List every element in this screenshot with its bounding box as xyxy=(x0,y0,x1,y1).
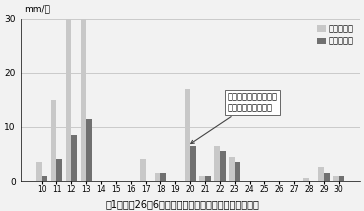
Bar xyxy=(36,162,41,181)
Bar xyxy=(51,100,56,181)
Text: 図1　平成26年6月における降水量（鶴居村アメダス）: 図1 平成26年6月における降水量（鶴居村アメダス） xyxy=(105,199,259,209)
Bar xyxy=(155,173,161,181)
Bar xyxy=(229,157,235,181)
Bar xyxy=(80,19,86,181)
Bar xyxy=(161,173,166,181)
Bar xyxy=(205,176,211,181)
Bar xyxy=(56,159,62,181)
Bar xyxy=(140,159,146,181)
Bar xyxy=(220,151,226,181)
Bar xyxy=(41,176,47,181)
Bar xyxy=(235,162,240,181)
Bar xyxy=(333,176,339,181)
Bar xyxy=(318,168,324,181)
Bar xyxy=(66,19,71,181)
Bar xyxy=(339,176,344,181)
Text: mm/日: mm/日 xyxy=(24,4,50,13)
Bar xyxy=(185,89,190,181)
Bar xyxy=(324,173,329,181)
Bar xyxy=(86,119,92,181)
Bar xyxy=(190,146,196,181)
Legend: 合計降雨量, １時間最大: 合計降雨量, １時間最大 xyxy=(316,23,356,47)
Bar xyxy=(214,146,220,181)
Text: サイレージ調製作業が
本格的に開始される: サイレージ調製作業が 本格的に開始される xyxy=(191,93,277,144)
Bar xyxy=(199,176,205,181)
Bar xyxy=(71,135,77,181)
Bar xyxy=(304,178,309,181)
